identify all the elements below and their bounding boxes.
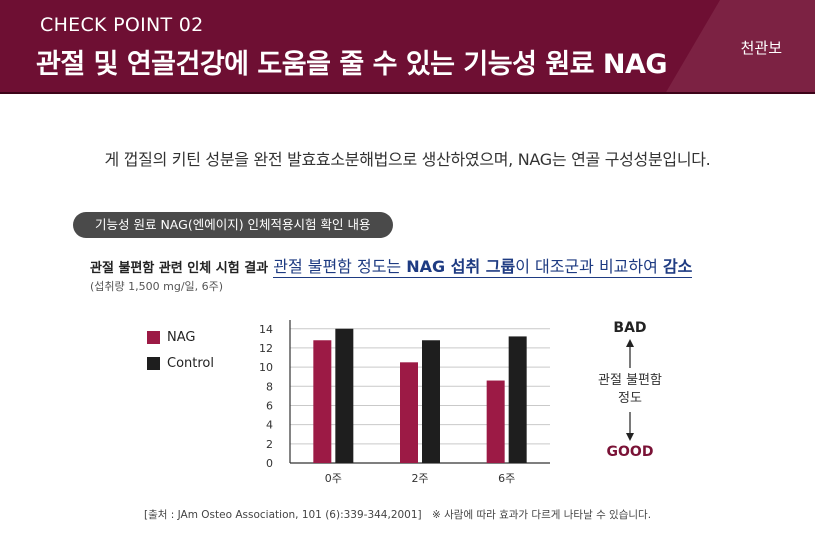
result-line: 관절 불편함 관련 인체 시험 결과 관절 불편함 정도는 NAG 섭취 그룹이… (90, 253, 693, 278)
highlight-bold-decrease: 감소 (662, 257, 693, 276)
legend-item-nag: NAG (147, 324, 214, 350)
y-tick-label: 4 (266, 419, 273, 432)
arrow-up-icon (580, 336, 680, 372)
y-tick-label: 14 (259, 323, 273, 336)
bar-nag-1 (400, 362, 418, 463)
result-lead: 관절 불편함 관련 인체 시험 결과 (90, 261, 269, 276)
header-banner: CHECK POINT 02 관절 및 연골건강에 도움을 줄 수 있는 기능성… (0, 0, 815, 94)
highlight-pre: 관절 불편함 정도는 (273, 257, 407, 276)
header-subtitle: CHECK POINT 02 (40, 14, 204, 36)
bar-nag-2 (486, 380, 505, 463)
source-citation: [출처 : JAm Osteo Association, 101 (6):339… (144, 509, 422, 521)
y-tick-label: 0 (266, 457, 273, 470)
highlight-mid: 이 대조군과 비교하여 (515, 257, 663, 276)
description-text: 게 껍질의 키틴 성분을 완전 발효효소분해법으로 생산하였으며, NAG는 연… (104, 150, 711, 169)
legend-item-control: Control (147, 350, 214, 376)
bar-control-0 (335, 328, 354, 463)
bar-nag-0 (313, 340, 332, 463)
y-tick-label: 12 (259, 342, 273, 355)
legend-label-control: Control (167, 355, 214, 371)
chart-legend: NAG Control (147, 324, 214, 376)
result-highlight: 관절 불편함 정도는 NAG 섭취 그룹이 대조군과 비교하여 감소 (273, 257, 693, 278)
legend-label-nag: NAG (167, 329, 196, 345)
legend-swatch-control (147, 356, 160, 370)
bar-control-1 (422, 340, 440, 463)
y-tick-label: 10 (259, 361, 273, 374)
page-title: 관절 및 연골건강에 도움을 줄 수 있는 기능성 원료 NAG (36, 49, 668, 80)
bar-chart: 0 2 4 6 8 10 12 14 0주 2주 6주 (259, 320, 550, 485)
x-tick-label: 2주 (411, 472, 428, 485)
study-badge: 기능성 원료 NAG(엔에이지) 인체적용시험 확인 내용 (73, 212, 393, 238)
severity-scale: BAD 관절 불편함 정도 GOOD (580, 320, 680, 460)
y-tick-label: 8 (266, 380, 273, 393)
y-tick-label: 2 (266, 438, 273, 451)
arrow-down-icon (580, 408, 680, 444)
scale-bad-label: BAD (613, 320, 647, 336)
dosage-note: (섭취량 1,500 mg/일, 6주) (90, 280, 224, 293)
x-tick-label: 0주 (325, 472, 342, 485)
highlight-bold-group: NAG 섭취 그룹 (406, 257, 516, 276)
scale-label-line2: 정도 (618, 391, 642, 406)
scale-label-line1: 관절 불편함 (598, 373, 662, 388)
brand-name: 천관보 (740, 39, 782, 57)
disclaimer: ※ 사람에 따라 효과가 다르게 나타날 수 있습니다. (432, 509, 652, 521)
y-tick-label: 6 (266, 399, 273, 412)
header-rule (0, 92, 815, 94)
x-tick-label: 6주 (498, 472, 515, 485)
legend-swatch-nag (147, 330, 160, 344)
scale-good-label: GOOD (606, 444, 654, 460)
bar-control-2 (508, 336, 527, 463)
